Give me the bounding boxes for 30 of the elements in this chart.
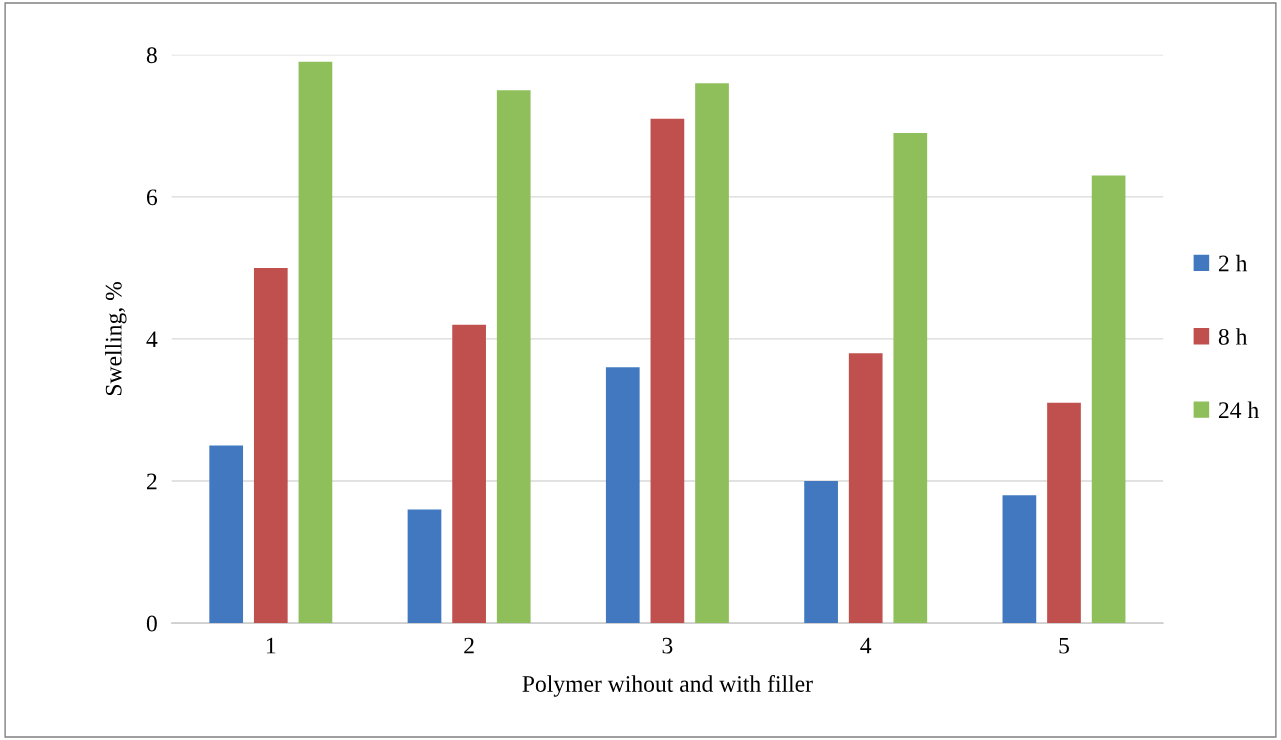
bar [209,445,244,624]
y-tick-label: 4 [146,331,158,348]
bar [893,132,928,624]
x-tick-label: 1 [266,637,276,654]
x-tick-label: 3 [662,637,673,654]
y-tick-label: 0 [146,615,157,632]
y-tick-label: 6 [146,189,158,206]
bar [804,481,838,624]
bar [848,353,883,624]
bar [1047,402,1081,624]
x-tick-label: 5 [1059,637,1069,654]
bar [650,118,685,624]
y-tick-label: 2 [147,473,157,490]
bar [1002,495,1037,624]
bar [695,83,729,624]
bar [298,61,333,624]
bar [452,324,486,624]
bar [1091,175,1126,624]
x-axis-title: Polymer wihout and with filler [522,675,813,697]
bar [496,90,531,624]
bar [605,367,640,624]
legend-label: 8 h [1218,328,1248,345]
legend-label: 2 h [1218,254,1248,272]
y-tick-label: 8 [146,47,157,64]
legend-label: 24 h [1218,401,1259,418]
bar [253,267,288,624]
bar [407,509,442,624]
x-tick-label: 2 [464,637,474,654]
x-tick-label: 4 [860,637,872,654]
y-axis-title: Swelling, % [105,282,127,396]
